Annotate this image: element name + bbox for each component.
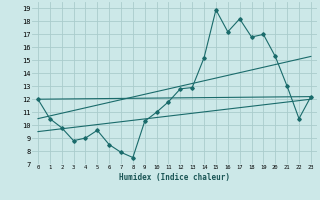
X-axis label: Humidex (Indice chaleur): Humidex (Indice chaleur): [119, 173, 230, 182]
